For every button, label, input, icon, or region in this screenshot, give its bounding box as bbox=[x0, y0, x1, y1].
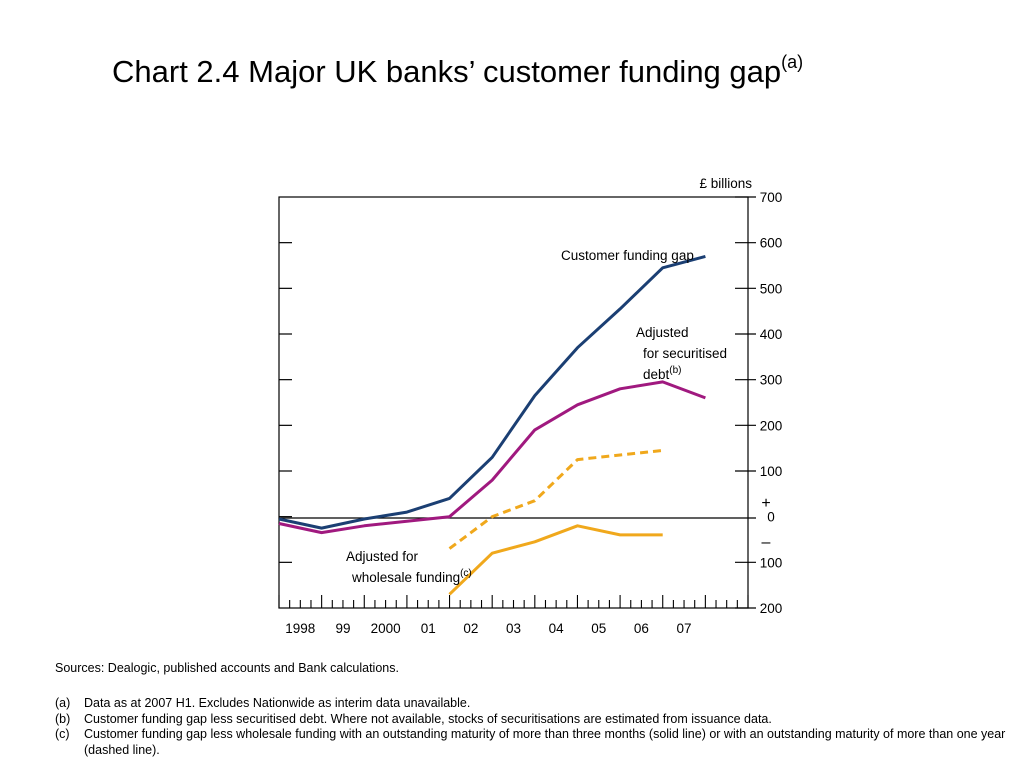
y-tick-label: 300 bbox=[760, 373, 783, 388]
funding-gap-chart: 700 600 500 400 300 200 100 0 100 200 1998 99 2000 0… bbox=[278, 176, 782, 636]
chart-title: Chart 2.4 Major UK banks’ customer fundi… bbox=[112, 52, 803, 90]
x-tick-label: 04 bbox=[549, 621, 565, 636]
y-tick-label: 100 bbox=[760, 464, 783, 479]
x-tick-label: 2000 bbox=[371, 621, 401, 636]
series-line-3 bbox=[448, 524, 663, 596]
unit-label: £ billions bbox=[699, 176, 752, 191]
chart-title-text: Chart 2.4 Major UK banks’ customer fundi… bbox=[112, 54, 782, 89]
series-label-securitised-line-3: debt bbox=[643, 367, 670, 382]
y-tick-label: 200 bbox=[760, 601, 783, 616]
y-tick-label: 100 bbox=[760, 555, 783, 570]
y-tick-label: 400 bbox=[760, 327, 783, 342]
series-label-securitised-line-2: for securitised bbox=[643, 346, 727, 361]
series-label-wholesale-line-1: Adjusted for bbox=[346, 549, 419, 564]
series-lines bbox=[278, 254, 706, 596]
footnote-a: (a) Data as at 2007 H1. Excludes Nationwi… bbox=[55, 696, 1010, 712]
y-tick-label: 0 bbox=[767, 510, 775, 525]
series-label-customer-funding-gap: Customer funding gap bbox=[561, 248, 694, 263]
chart-footnotes: (a) Data as at 2007 H1. Excludes Nationwi… bbox=[55, 696, 1010, 758]
x-tick-label: 02 bbox=[463, 621, 478, 636]
y-axis-ticks: 700 600 500 400 300 200 100 0 100 200 bbox=[279, 190, 782, 616]
footnote-b-text: Customer funding gap less securitised de… bbox=[84, 711, 772, 726]
footnote-b-mark: (b) bbox=[55, 711, 71, 726]
footnote-b: (b) Customer funding gap less securitised… bbox=[55, 712, 1010, 728]
footnote-c-text: Customer funding gap less wholesale fund… bbox=[84, 727, 1006, 757]
series-line-1 bbox=[278, 380, 706, 535]
series-label-securitised-footnote-mark: (b) bbox=[669, 365, 681, 376]
x-tick-label: 07 bbox=[677, 621, 692, 636]
x-tick-label: 01 bbox=[421, 621, 436, 636]
x-tick-label: 1998 bbox=[285, 621, 315, 636]
y-axis-minus-sign: – bbox=[762, 534, 771, 551]
x-tick-label: 03 bbox=[506, 621, 521, 636]
chart-title-footnote-mark: (a) bbox=[781, 52, 804, 72]
x-tick-label: 99 bbox=[335, 621, 350, 636]
footnote-a-mark: (a) bbox=[55, 696, 71, 710]
series-label-securitised-line-1: Adjusted bbox=[636, 325, 689, 340]
chart-sources: Sources: Dealogic, published accounts an… bbox=[55, 661, 399, 675]
y-tick-label: 700 bbox=[760, 190, 783, 205]
footnote-c-mark: (c) bbox=[55, 727, 70, 741]
y-tick-label: 200 bbox=[760, 418, 783, 433]
x-tick-label: 06 bbox=[634, 621, 649, 636]
x-tick-label: 05 bbox=[591, 621, 606, 636]
series-label-wholesale-line-2: wholesale funding bbox=[351, 570, 460, 585]
footnote-a-text: Data as at 2007 H1. Excludes Nationwide … bbox=[84, 696, 471, 710]
series-line-2-dashed bbox=[448, 448, 663, 550]
footnote-c: (c) Customer funding gap less wholesale f… bbox=[55, 727, 1010, 758]
series-label-wholesale-footnote-mark: (c) bbox=[460, 568, 472, 579]
y-axis-plus-sign: + bbox=[761, 495, 770, 512]
y-tick-label: 600 bbox=[760, 236, 783, 251]
series-label-securitised: Adjusted for securitised debt(b) bbox=[636, 325, 731, 382]
series-label-wholesale: Adjusted for wholesale funding(c) bbox=[346, 549, 472, 585]
x-axis-ticks: 1998 99 2000 01 02 03 04 05 06 07 bbox=[278, 595, 749, 636]
series-line-0 bbox=[278, 254, 706, 530]
y-tick-label: 500 bbox=[760, 281, 783, 296]
